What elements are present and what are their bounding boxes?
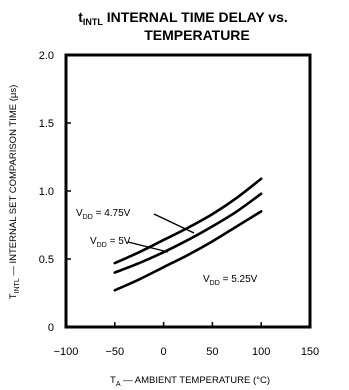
series-line-vdd-5-25v [113,210,263,292]
series-label-5v-main: V [90,236,97,247]
x-tick-label-100: −100 [54,346,79,358]
y-tick-label-2-0: 2.0 [39,50,54,62]
y-axis-label: TINTL — INTERNAL SET COMPARISON TIME (μs… [8,85,21,300]
x-tick-label-100: 100 [252,346,270,358]
chart-title-prefix-sub: INTL [83,17,103,27]
x-tick-label-50: −50 [105,346,124,358]
chart-title-line1: tINTL INTERNAL TIME DELAY vs. [78,9,288,27]
series-label-4-75v-sub: DD [83,214,93,221]
x-tick-label-0: 0 [161,346,167,358]
x-tick-label-150: 150 [301,346,319,358]
y-axis-label-text: — INTERNAL SET COMPARISON TIME (μs) [8,85,19,279]
y-tick-label-1-5: 1.5 [39,118,54,130]
series-label-4-75v-main: V [76,208,83,219]
series-label-5v: VDD = 5V [90,236,131,249]
leader-line-4-75v [153,213,195,234]
y-tick-label-1-0: 1.0 [39,186,54,198]
series-label-5v-rest: = 5V [107,236,131,247]
y-axis-label-prefix: T [8,293,19,299]
series-label-5v-sub: DD [97,242,107,249]
y-tick-label-0-5: 0.5 [39,254,54,266]
series-label-5-25v-rest: = 5.25V [220,274,258,285]
y-axis-label-prefix-sub: INTL [14,278,21,293]
x-tick-label-50: 50 [206,346,218,358]
y-tick-label-0: 0 [48,322,54,334]
leader-line-5v [127,241,169,253]
chart-title-text: INTERNAL TIME DELAY vs. [103,9,288,25]
y-axis-ticks: 0 0.5 1.0 1.5 2.0 [39,50,71,334]
series-label-5-25v-sub: DD [210,280,220,287]
series-lines [113,177,263,292]
x-axis-ticks: −100 −50 0 50 100 150 [54,322,319,358]
x-axis-label-prefix: T [110,375,116,386]
series-line-vdd-4-75v [113,177,263,265]
chart-title-prefix: t [78,9,83,25]
series-label-4-75v: VDD = 4.75V [76,208,131,221]
series-label-5-25v-main: V [203,274,210,285]
series-label-4-75v-rest: = 4.75V [93,208,131,219]
series-line-vdd-5v [113,192,263,274]
x-axis-label-text: — AMBIENT TEMPERATURE (°C) [121,375,270,386]
plot-frame [64,53,312,329]
chart-title-line2: TEMPERATURE [144,27,250,43]
x-axis-label: TA — AMBIENT TEMPERATURE (°C) [110,375,270,388]
series-label-5-25v: VDD = 5.25V [203,274,258,287]
x-axis-label-prefix-sub: A [116,381,121,388]
